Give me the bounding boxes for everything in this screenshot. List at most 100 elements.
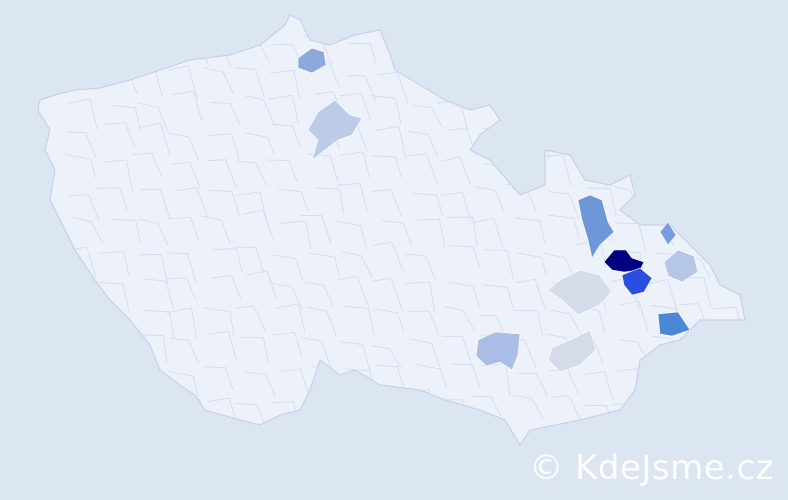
district-border xyxy=(309,252,340,278)
district-border xyxy=(412,104,443,128)
district-border xyxy=(414,42,445,67)
district-border xyxy=(381,220,412,246)
district-border xyxy=(211,275,242,301)
district-border xyxy=(373,308,405,333)
highlighted-district xyxy=(621,267,653,296)
district-border xyxy=(206,159,238,190)
district-border xyxy=(649,129,680,160)
district-border xyxy=(209,189,240,216)
highlighted-district xyxy=(603,249,645,273)
district-border xyxy=(139,188,170,219)
district-border xyxy=(710,184,742,216)
district-border xyxy=(483,249,514,280)
district-border xyxy=(72,216,103,244)
district-border xyxy=(172,90,203,122)
district-border xyxy=(340,92,371,120)
district-border xyxy=(103,364,135,388)
district-border xyxy=(143,400,174,429)
district-border xyxy=(272,254,303,281)
district-border xyxy=(339,341,371,372)
district-border xyxy=(246,270,277,299)
district-border xyxy=(584,96,616,130)
district-border xyxy=(110,219,142,246)
watermark: © KdeJsme.cz xyxy=(529,448,774,488)
district-border xyxy=(471,396,503,419)
district-border xyxy=(617,104,649,131)
district-border xyxy=(165,252,197,283)
district-border xyxy=(714,95,745,122)
district-border xyxy=(681,183,712,213)
district-border xyxy=(203,67,235,95)
district-border xyxy=(370,345,402,369)
district-border xyxy=(137,334,168,363)
district-border xyxy=(168,132,199,160)
district-border xyxy=(76,397,107,424)
district-border xyxy=(509,41,541,65)
district-border xyxy=(517,372,549,398)
district-border xyxy=(270,69,301,102)
district-border xyxy=(642,154,673,179)
district-border xyxy=(586,187,617,216)
district-border xyxy=(210,102,241,126)
district-border xyxy=(513,394,544,420)
district-border xyxy=(312,400,343,429)
district-border xyxy=(641,361,672,394)
district-border xyxy=(643,396,674,430)
district-border xyxy=(441,70,472,96)
district-border xyxy=(245,95,276,127)
district-border xyxy=(441,335,473,366)
district-border xyxy=(137,102,168,131)
district-border xyxy=(441,40,472,71)
district-border xyxy=(245,371,276,398)
district-border xyxy=(110,104,141,133)
district-border xyxy=(450,363,481,389)
district-border xyxy=(715,68,745,98)
district-border xyxy=(170,161,201,190)
district-border xyxy=(346,42,378,66)
district-border xyxy=(138,218,169,247)
district-border xyxy=(338,275,369,308)
highlighted-district xyxy=(663,249,699,283)
district-border xyxy=(272,283,303,311)
district-border xyxy=(653,33,684,63)
district-border xyxy=(267,159,298,183)
district-border xyxy=(211,248,243,273)
district-border xyxy=(582,370,614,401)
district-border xyxy=(684,93,716,129)
district-border xyxy=(168,371,199,397)
district-border xyxy=(643,94,675,125)
district-border xyxy=(722,339,745,365)
district-border xyxy=(540,154,572,187)
district-border xyxy=(168,216,199,242)
district-border xyxy=(370,95,402,124)
district-border xyxy=(483,124,514,159)
district-border xyxy=(684,129,716,162)
district-border xyxy=(375,125,406,159)
district-border xyxy=(200,215,231,244)
district-border xyxy=(108,36,140,64)
district-border xyxy=(64,364,95,392)
district-border xyxy=(550,309,581,335)
highlighted-district xyxy=(297,47,327,74)
highlighted-districts xyxy=(297,47,699,373)
district-border xyxy=(203,366,234,391)
district-border xyxy=(517,97,549,128)
district-border xyxy=(168,337,200,365)
district-border xyxy=(714,129,745,155)
district-border xyxy=(641,64,672,90)
highlighted-district xyxy=(657,311,691,337)
district-border xyxy=(404,388,436,421)
district-border xyxy=(407,130,439,158)
district-border xyxy=(371,189,403,218)
district-border xyxy=(166,277,197,302)
district-border xyxy=(371,155,402,178)
district-border xyxy=(718,223,745,251)
district-border xyxy=(280,368,312,402)
district-border xyxy=(514,64,545,95)
district-border xyxy=(280,220,311,249)
district-border xyxy=(306,306,337,337)
district-border xyxy=(101,396,133,421)
highlighted-district xyxy=(307,99,363,161)
district-border xyxy=(409,338,441,367)
district-border xyxy=(712,41,743,70)
